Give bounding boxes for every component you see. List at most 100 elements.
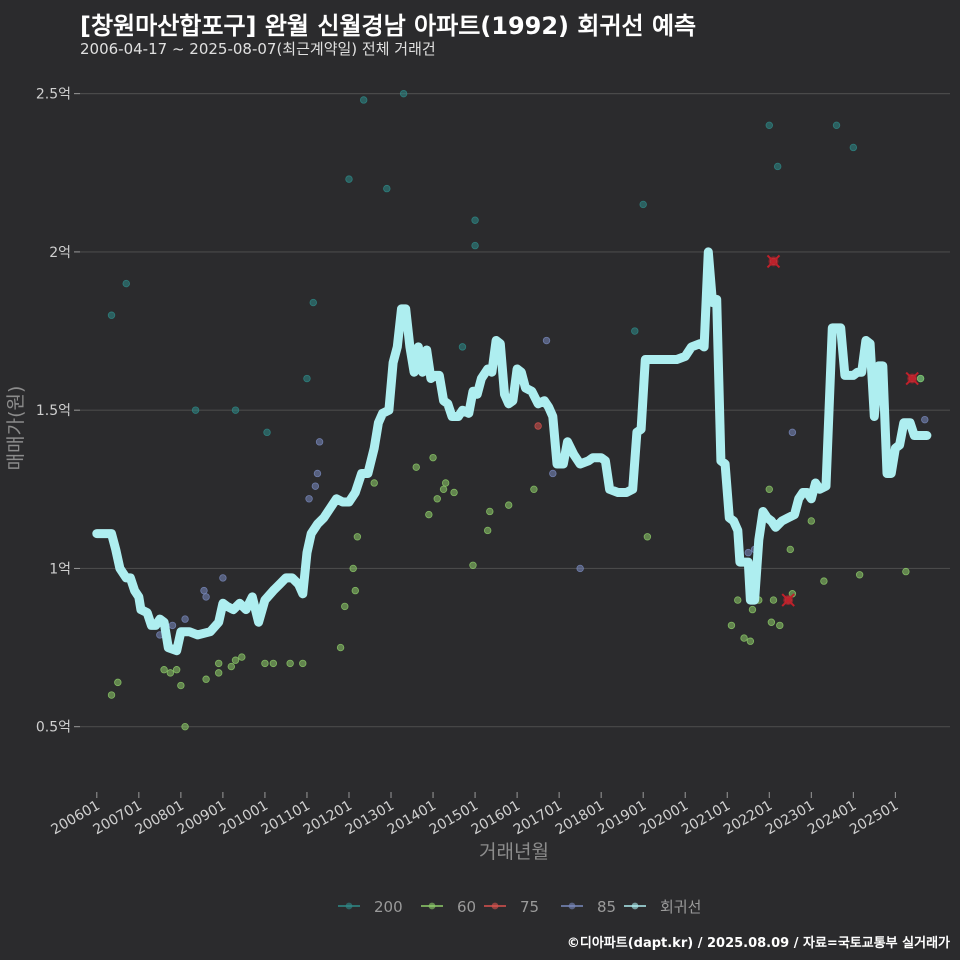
point-60 <box>441 479 450 487</box>
legend-item-회귀선: 회귀선 <box>624 898 701 916</box>
point-85 <box>313 469 322 478</box>
point-60 <box>486 507 494 516</box>
point-60 <box>765 485 773 494</box>
y-tick-label: 2.5억 <box>36 87 71 103</box>
point-60 <box>107 691 116 699</box>
prediction-marker <box>905 371 919 386</box>
point-85 <box>181 615 189 623</box>
point-85 <box>168 621 177 630</box>
point-200 <box>107 311 116 319</box>
point-60 <box>214 659 223 668</box>
point-60 <box>734 596 742 604</box>
point-60 <box>166 669 175 677</box>
y-axis-title: 매매가(원) <box>5 386 27 471</box>
legend-item-85: 85 <box>561 898 616 916</box>
legend-item-75: 75 <box>484 898 539 916</box>
point-60 <box>786 545 794 554</box>
point-85 <box>744 548 752 557</box>
point-85 <box>311 482 320 490</box>
legend-swatch-dot <box>345 902 353 910</box>
point-60 <box>202 675 210 683</box>
point-200 <box>263 428 271 437</box>
point-60 <box>349 564 357 573</box>
point-60 <box>238 653 246 661</box>
point-200 <box>471 241 479 250</box>
point-85 <box>576 564 584 573</box>
point-200 <box>231 406 240 414</box>
point-60 <box>351 586 359 595</box>
point-200 <box>309 298 317 307</box>
point-60 <box>341 602 349 611</box>
y-tick-label: 2억 <box>49 245 71 261</box>
prediction-marker <box>766 254 781 269</box>
point-75 <box>534 422 542 430</box>
point-60 <box>469 561 477 569</box>
source-credit: ©디아파트(dapt.kr) / 2025.08.09 / 자료=국토교통부 실… <box>566 936 950 951</box>
legend: 200 60 75 85 회귀선 <box>338 898 701 916</box>
point-60 <box>160 666 168 674</box>
point-200 <box>631 327 639 335</box>
prediction-markers <box>766 254 919 607</box>
point-60 <box>439 485 448 494</box>
legend-swatch-dot <box>428 902 436 910</box>
point-200 <box>639 200 647 209</box>
point-85 <box>305 495 313 503</box>
point-60 <box>748 605 757 614</box>
legend-label: 200 <box>374 898 403 916</box>
point-200 <box>191 406 200 414</box>
point-200 <box>399 89 408 98</box>
point-60 <box>450 488 458 497</box>
point-60 <box>353 533 362 541</box>
point-60 <box>740 634 748 642</box>
point-60 <box>769 596 778 604</box>
point-60 <box>767 618 776 626</box>
x-axis-title: 거래년월 <box>479 841 549 863</box>
point-60 <box>807 517 816 525</box>
point-200 <box>303 374 311 383</box>
point-60 <box>172 666 181 674</box>
point-200 <box>359 96 368 104</box>
point-200 <box>345 175 353 183</box>
point-200 <box>765 121 773 130</box>
point-60 <box>114 678 122 687</box>
point-200 <box>383 184 391 193</box>
legend-swatch-dot <box>491 902 499 910</box>
point-60 <box>643 533 652 541</box>
point-60 <box>412 463 420 471</box>
point-60 <box>177 681 185 690</box>
point-60 <box>776 621 784 630</box>
point-60 <box>483 526 492 535</box>
legend-swatch-dot <box>568 902 576 910</box>
prediction-marker <box>781 593 795 607</box>
point-60 <box>181 722 189 731</box>
y-tick-label: 0.5억 <box>36 720 71 736</box>
point-60 <box>820 577 828 585</box>
legend-item-60: 60 <box>421 898 476 916</box>
point-60 <box>370 479 378 487</box>
point-200 <box>122 279 130 288</box>
point-200 <box>849 143 858 152</box>
point-60 <box>214 669 223 677</box>
chart-title: [창원마산합포구] 완월 신월경남 아파트(1992) 회귀선 예측 <box>80 12 697 40</box>
point-60 <box>286 659 294 668</box>
point-60 <box>530 485 538 494</box>
point-60 <box>916 374 925 383</box>
point-60 <box>746 637 755 645</box>
point-60 <box>429 453 437 462</box>
y-tick-label: 1억 <box>49 561 71 577</box>
legend-label: 회귀선 <box>660 898 701 916</box>
y-axis: 0.5억 1억 1.5억 2억 2.5억 <box>36 87 80 736</box>
point-85 <box>200 586 208 595</box>
legend-label: 60 <box>457 898 476 916</box>
x-axis: 2006012007012008012009012010012011012012… <box>49 792 901 838</box>
regression-line <box>92 247 932 656</box>
point-60 <box>504 501 513 509</box>
grid-lines <box>80 93 950 728</box>
regression-line-group <box>92 247 932 656</box>
legend-label: 75 <box>520 898 539 916</box>
legend-item-200: 200 <box>338 898 403 916</box>
point-85 <box>921 415 929 424</box>
y-tick-label: 1.5억 <box>36 403 71 419</box>
point-85 <box>202 593 210 601</box>
